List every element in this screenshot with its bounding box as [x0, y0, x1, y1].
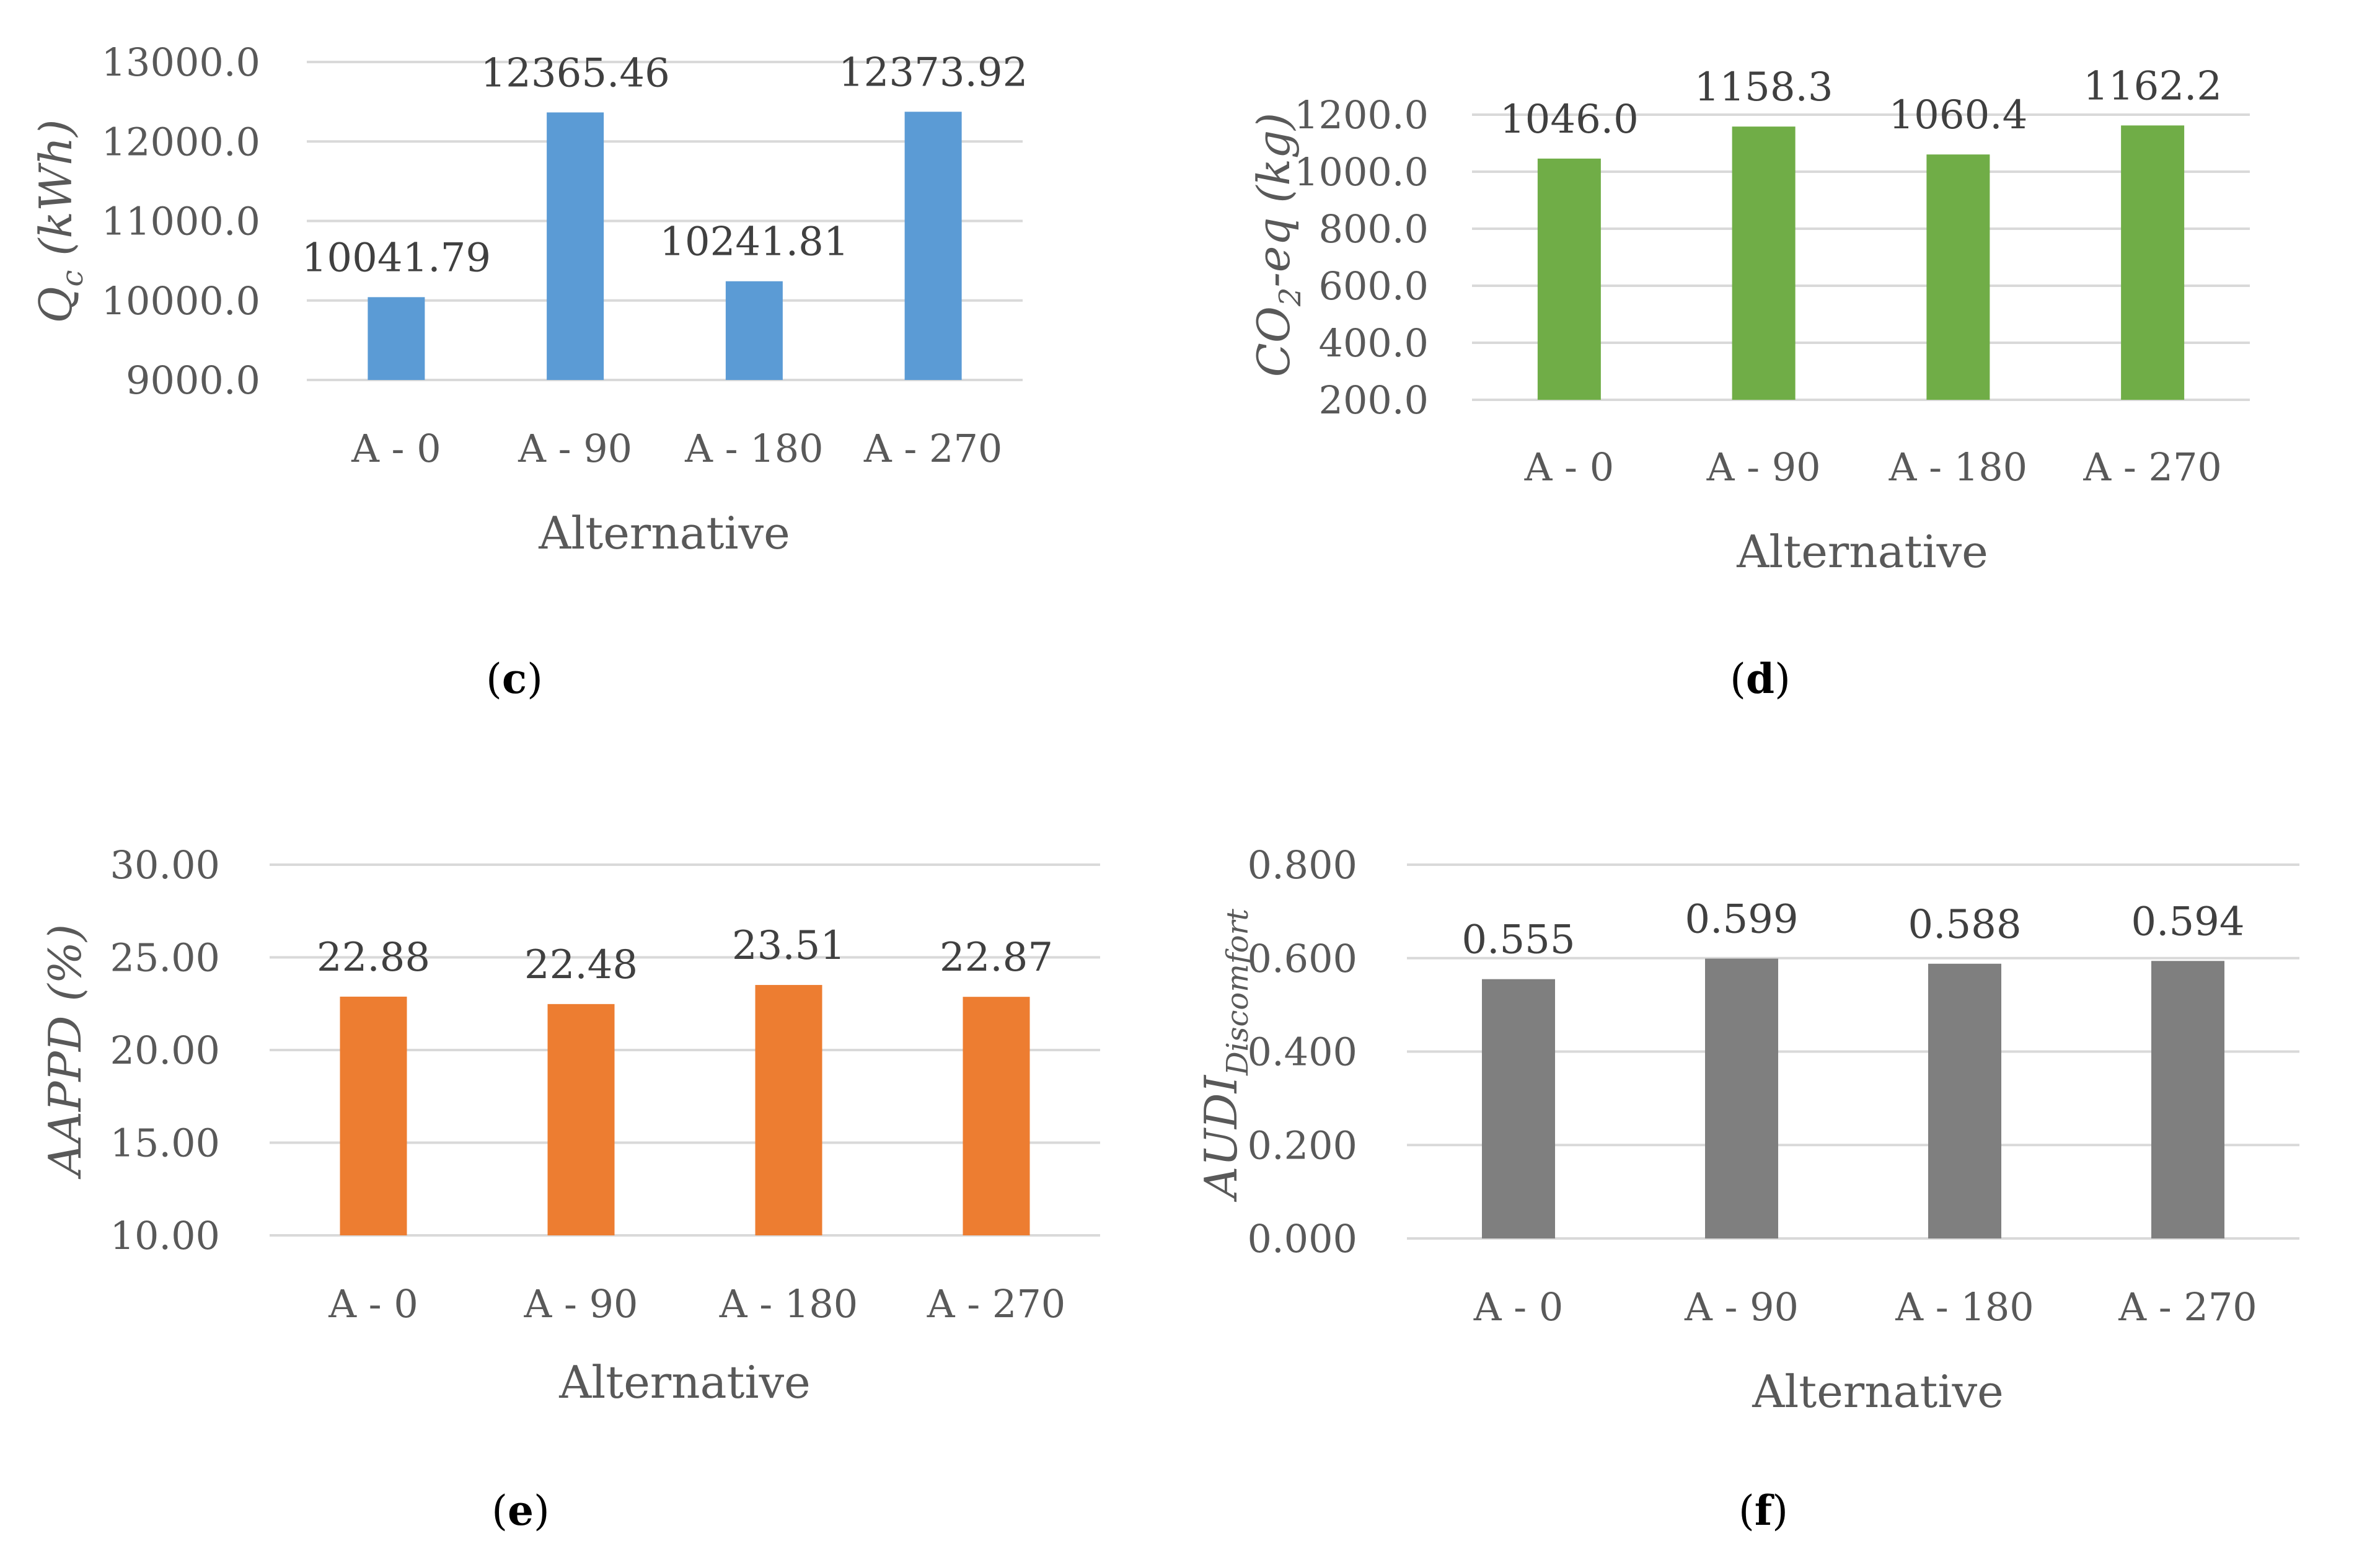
- y-tick-label: 10.00: [110, 1213, 221, 1258]
- bar: [725, 281, 783, 380]
- y-tick-label: 15.00: [110, 1121, 221, 1166]
- bar: [755, 985, 822, 1235]
- chart-e: 10.00 15.00 20.00 25.00 30.00 22.88 A - 0 22.48…: [39, 842, 1100, 1535]
- data-label: 1162.2: [2083, 63, 2222, 109]
- data-label: 10041.79: [302, 235, 491, 281]
- data-label: 23.51: [732, 923, 845, 969]
- x-tick-label: A - 90: [1684, 1284, 1799, 1330]
- y-tick-label: 12000.0: [102, 119, 260, 164]
- x-tick-label: A - 180: [684, 426, 823, 471]
- data-label: 22.88: [317, 935, 430, 981]
- bar: [340, 996, 407, 1235]
- bar: [547, 112, 604, 380]
- panel-label: (e): [491, 1486, 550, 1535]
- x-tick-label: A - 180: [1895, 1284, 2034, 1330]
- x-tick-label: A - 180: [1889, 444, 2027, 490]
- data-label: 1060.4: [1889, 92, 2027, 138]
- y-tick-label: 0.200: [1248, 1123, 1358, 1168]
- data-label: 12365.46: [480, 50, 669, 96]
- bar: [1537, 158, 1601, 400]
- x-tick-label: A - 90: [523, 1281, 638, 1326]
- y-axis-label: Qc (kWh): [30, 120, 90, 324]
- y-tick-label: 0.600: [1248, 936, 1358, 981]
- data-label: 1158.3: [1695, 64, 1833, 110]
- y-tick-label: 9000.0: [126, 358, 260, 403]
- x-tick-label: A - 90: [1706, 444, 1821, 490]
- y-tick-label: 25.00: [110, 935, 221, 981]
- y-axis-label: AAPPD (%): [39, 924, 91, 1180]
- y-tick-label: 1000.0: [1294, 149, 1429, 195]
- y-tick-label: 20.00: [110, 1028, 221, 1073]
- y-tick-label: 10000.0: [102, 278, 260, 324]
- bar: [1732, 126, 1796, 400]
- x-tick-label: A - 270: [2118, 1284, 2257, 1330]
- data-label: 10241.81: [659, 219, 848, 265]
- panel-label: (c): [486, 655, 543, 703]
- x-tick-label: A - 180: [719, 1281, 858, 1326]
- x-axis-label: Alternative: [538, 507, 790, 559]
- y-tick-label: 800.0: [1319, 206, 1429, 252]
- y-tick-label: 400.0: [1319, 320, 1429, 366]
- bar: [368, 297, 425, 380]
- bar: [547, 1004, 615, 1235]
- data-label: 12373.92: [839, 50, 1028, 95]
- bar: [1928, 963, 2001, 1238]
- y-tick-label: 0.000: [1248, 1216, 1358, 1261]
- bar: [1482, 979, 1555, 1238]
- data-label: 0.588: [1908, 902, 2021, 948]
- x-axis-label: Alternative: [1752, 1366, 2004, 1418]
- chart-c: 9000.0 10000.0 11000.0 12000.0 13000.0 10041.…: [30, 40, 1028, 703]
- y-tick-label: 600.0: [1319, 263, 1429, 309]
- x-axis-label: Alternative: [558, 1356, 811, 1408]
- bar: [2121, 125, 2185, 400]
- x-tick-label: A - 90: [518, 426, 632, 471]
- bar: [2151, 961, 2224, 1238]
- y-tick-label: 13000.0: [102, 40, 260, 85]
- bar: [904, 112, 962, 381]
- y-tick-label: 30.00: [110, 842, 221, 888]
- data-label: 0.594: [2131, 899, 2244, 945]
- x-tick-label: A - 270: [927, 1281, 1065, 1326]
- bar: [1926, 154, 1990, 400]
- y-tick-label: 0.400: [1248, 1030, 1358, 1075]
- data-label: 22.87: [940, 935, 1053, 981]
- chart-f: 0.000 0.200 0.400 0.600 0.800 0.555 A - 0 0.599…: [1195, 842, 2299, 1535]
- bar: [963, 997, 1030, 1235]
- y-tick-label: 1200.0: [1294, 92, 1429, 138]
- y-axis-label: CO2-eq (kg): [1248, 113, 1308, 377]
- x-tick-label: A - 270: [863, 426, 1002, 471]
- panel-label: (d): [1730, 655, 1791, 703]
- data-label: 0.599: [1685, 897, 1798, 943]
- panel-label: (f): [1739, 1486, 1788, 1535]
- x-tick-label: A - 270: [2082, 444, 2221, 490]
- data-label: 0.555: [1461, 917, 1575, 963]
- data-label: 22.48: [524, 942, 638, 988]
- x-tick-label: A - 0: [1473, 1284, 1564, 1330]
- x-tick-label: A - 0: [351, 426, 441, 471]
- y-axis-label: AUDIDiscomfort: [1195, 909, 1255, 1203]
- bar: [1705, 958, 1778, 1238]
- data-label: 1046.0: [1500, 97, 1639, 143]
- y-tick-label: 11000.0: [102, 199, 260, 244]
- y-tick-label: 200.0: [1319, 377, 1429, 423]
- x-tick-label: A - 0: [1524, 444, 1615, 490]
- x-tick-label: A - 0: [328, 1281, 418, 1326]
- y-tick-label: 0.800: [1248, 842, 1358, 888]
- x-axis-label: Alternative: [1736, 526, 1988, 578]
- chart-d: 200.0 400.0 600.0 800.0 1000.0 1200.0 1046.0 A …: [1248, 63, 2250, 703]
